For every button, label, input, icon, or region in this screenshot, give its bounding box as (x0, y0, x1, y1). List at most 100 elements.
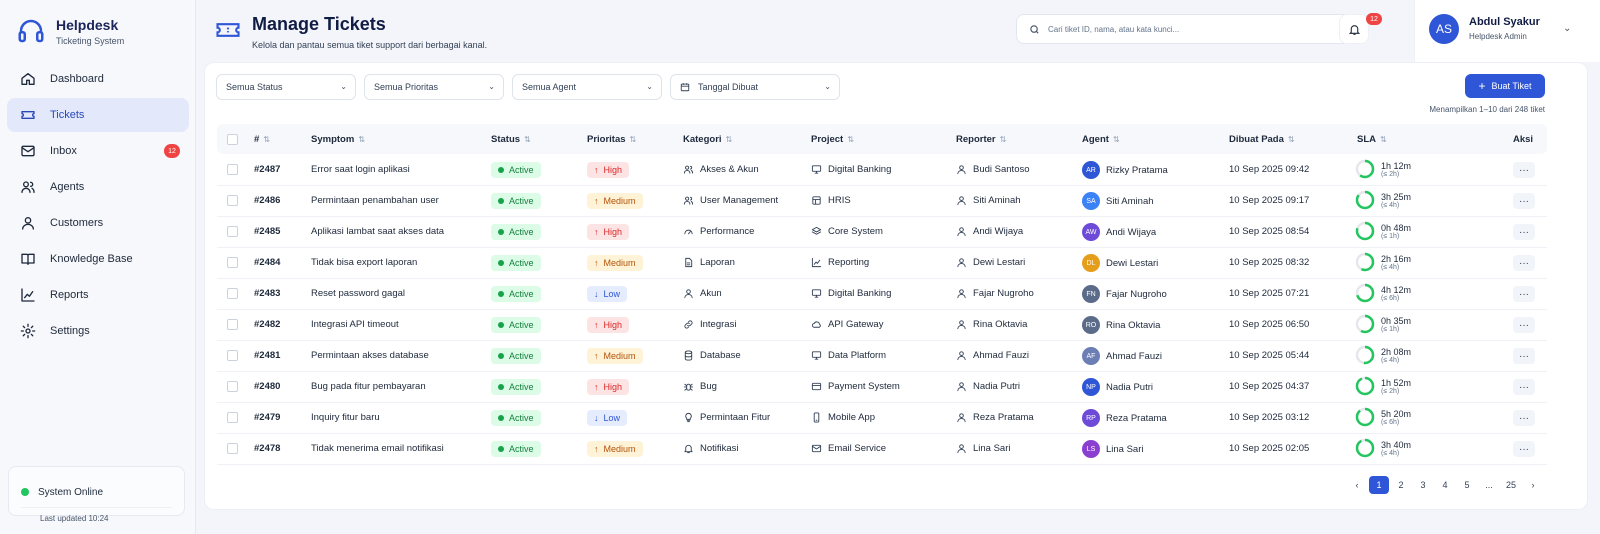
ticket-id[interactable]: #2478 (254, 443, 281, 454)
sla-limit: (≤ 6h) (1381, 294, 1400, 302)
ticket-id[interactable]: #2486 (254, 195, 281, 206)
row-checkbox[interactable] (227, 319, 238, 330)
col-project[interactable]: Project ⇅ (811, 134, 854, 145)
col-created[interactable]: Dibuat Pada ⇅ (1229, 134, 1295, 145)
row-actions-button[interactable]: ··· (1513, 348, 1535, 364)
ticket-project: Reporting (811, 257, 869, 268)
user-icon (957, 444, 966, 454)
sidebar-item-label: Knowledge Base (50, 253, 133, 265)
table-row[interactable]: #2478 Tidak menerima email notifikasi Ac… (217, 434, 1547, 465)
create-ticket-button[interactable]: + Buat Tiket (1465, 74, 1545, 98)
search-input[interactable]: Cari tiket ID, nama, atau kata kunci... (1016, 14, 1350, 44)
col-priority[interactable]: Prioritas ⇅ (587, 134, 637, 145)
page-5[interactable]: 5 (1464, 480, 1470, 490)
page-1[interactable]: 1 (1369, 476, 1389, 494)
select-all-checkbox[interactable] (227, 134, 238, 145)
table-row[interactable]: #2482 Integrasi API timeout Active ↑ High… (217, 310, 1547, 341)
user-icon (957, 196, 966, 206)
ticket-id[interactable]: #2485 (254, 226, 281, 237)
ticket-symptom[interactable]: Inquiry fitur baru (311, 412, 380, 423)
page-4[interactable]: 4 (1442, 480, 1448, 490)
page-3[interactable]: 3 (1420, 480, 1426, 490)
row-checkbox[interactable] (227, 443, 238, 454)
sidebar-item-settings[interactable]: Settings (7, 314, 189, 348)
table-row[interactable]: #2483 Reset password gagal Active ↓ Low A… (217, 279, 1547, 310)
ticket-id[interactable]: #2487 (254, 164, 281, 175)
col-sla[interactable]: SLA ⇅ (1357, 134, 1387, 145)
ticket-symptom[interactable]: Permintaan akses database (311, 350, 429, 361)
ticket-symptom[interactable]: Permintaan penambahan user (311, 195, 439, 206)
page-25[interactable]: 25 (1505, 480, 1516, 490)
sidebar-item-agents[interactable]: Agents (7, 170, 189, 204)
row-actions-button[interactable]: ··· (1513, 193, 1535, 209)
sidebar-item-dashboard[interactable]: Dashboard (7, 62, 189, 96)
row-actions-button[interactable]: ··· (1513, 317, 1535, 333)
agent-filter[interactable]: Semua Agent ⌄ (512, 74, 662, 100)
ticket-id[interactable]: #2482 (254, 319, 281, 330)
prev-page-button[interactable]: ‹ (1355, 480, 1359, 490)
row-checkbox[interactable] (227, 257, 238, 268)
sidebar-item-tickets[interactable]: Tickets (7, 98, 189, 132)
ticket-created: 10 Sep 2025 08:54 (1229, 226, 1310, 237)
sort-icon: ⇅ (358, 135, 365, 144)
ticket-id[interactable]: #2480 (254, 381, 281, 392)
page-ellipsis[interactable]: ... (1485, 480, 1493, 490)
col-agent[interactable]: Agent ⇅ (1082, 134, 1120, 145)
row-checkbox[interactable] (227, 288, 238, 299)
row-actions-button[interactable]: ··· (1513, 379, 1535, 395)
table-row[interactable]: #2486 Permintaan penambahan user Active … (217, 186, 1547, 217)
priority-filter[interactable]: Semua Prioritas ⌄ (364, 74, 504, 100)
row-actions-button[interactable]: ··· (1513, 224, 1535, 240)
ticket-symptom[interactable]: Tidak bisa export laporan (311, 257, 418, 268)
ticket-symptom[interactable]: Error saat login aplikasi (311, 164, 410, 175)
next-page-button[interactable]: › (1531, 480, 1535, 490)
row-checkbox[interactable] (227, 350, 238, 361)
row-actions-button[interactable]: ··· (1513, 255, 1535, 271)
table-row[interactable]: #2480 Bug pada fitur pembayaran Active ↑… (217, 372, 1547, 403)
table-row[interactable]: #2484 Tidak bisa export laporan Active ↑… (217, 248, 1547, 279)
table-row[interactable]: #2481 Permintaan akses database Active ↑… (217, 341, 1547, 372)
row-checkbox[interactable] (227, 381, 238, 392)
status-filter[interactable]: Semua Status ⌄ (216, 74, 356, 100)
brand: Helpdesk Ticketing System (16, 16, 124, 46)
col-category[interactable]: Kategori ⇅ (683, 134, 733, 145)
ticket-id[interactable]: #2483 (254, 288, 281, 299)
sidebar-item-knowledge-base[interactable]: Knowledge Base (7, 242, 189, 276)
ticket-symptom[interactable]: Reset password gagal (311, 288, 405, 299)
row-checkbox[interactable] (227, 226, 238, 237)
ticket-id[interactable]: #2481 (254, 350, 281, 361)
col-reporter[interactable]: Reporter ⇅ (956, 134, 1007, 145)
sidebar-item-inbox[interactable]: Inbox 12 (7, 134, 189, 168)
date-filter[interactable]: Tanggal Dibuat ⌄ (670, 74, 840, 100)
sidebar-item-customers[interactable]: Customers (7, 206, 189, 240)
ticket-symptom[interactable]: Tidak menerima email notifikasi (311, 443, 444, 454)
col-status[interactable]: Status ⇅ (491, 134, 531, 145)
ticket-agent: RO Rina Oktavia (1082, 316, 1160, 334)
bulb-icon (685, 412, 692, 423)
table-row[interactable]: #2487 Error saat login aplikasi Active ↑… (217, 155, 1547, 186)
ticket-symptom[interactable]: Aplikasi lambat saat akses data (311, 226, 445, 237)
notification-button[interactable] (1339, 14, 1369, 44)
row-checkbox[interactable] (227, 164, 238, 175)
ticket-symptom[interactable]: Integrasi API timeout (311, 319, 399, 330)
row-actions-button[interactable]: ··· (1513, 162, 1535, 178)
ticket-id[interactable]: #2479 (254, 412, 281, 423)
sort-icon: ⇅ (847, 135, 854, 144)
row-actions-button[interactable]: ··· (1513, 286, 1535, 302)
ticket-symptom[interactable]: Bug pada fitur pembayaran (311, 381, 426, 392)
ticket-id[interactable]: #2484 (254, 257, 281, 268)
row-actions-button[interactable]: ··· (1513, 410, 1535, 426)
row-actions-button[interactable]: ··· (1513, 441, 1535, 457)
col-symptom[interactable]: Symptom ⇅ (311, 134, 365, 145)
user-menu[interactable]: AS Abdul Syakur Helpdesk Admin ⌄ (1414, 0, 1600, 62)
table-row[interactable]: #2479 Inquiry fitur baru Active ↓ Low Per… (217, 403, 1547, 434)
chart-icon (21, 288, 35, 302)
col-id[interactable]: # ⇅ (254, 134, 270, 145)
page-2[interactable]: 2 (1398, 480, 1404, 490)
row-checkbox[interactable] (227, 412, 238, 423)
sidebar-item-label: Customers (50, 217, 104, 229)
user-icon (684, 289, 693, 299)
sidebar-item-reports[interactable]: Reports (7, 278, 189, 312)
row-checkbox[interactable] (227, 195, 238, 206)
table-row[interactable]: #2485 Aplikasi lambat saat akses data Ac… (217, 217, 1547, 248)
